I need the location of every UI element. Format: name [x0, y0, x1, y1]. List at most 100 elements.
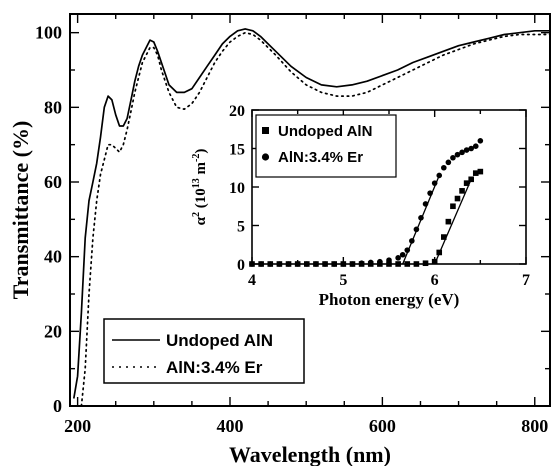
- inset-legend-square-marker: [262, 127, 269, 134]
- inset-point-square: [404, 261, 411, 267]
- inset-point-circle: [377, 258, 383, 265]
- main-series-line-1: [80, 31, 551, 407]
- inset-point-circle: [468, 145, 475, 152]
- inset-point-circle: [418, 215, 424, 221]
- inset-point-circle: [399, 251, 406, 258]
- main-x-tick-label: 600: [369, 416, 396, 436]
- inset-point-circle: [431, 180, 438, 186]
- inset-point-square: [413, 261, 420, 267]
- inset-point-circle: [409, 238, 415, 244]
- inset-x-tick-label: 5: [339, 272, 347, 289]
- main-y-tick-label: 20: [44, 321, 62, 341]
- main-legend: Undoped AlN AlN:3.4% Er: [103, 318, 305, 384]
- main-y-axis-label: Transmittance (%): [8, 121, 33, 300]
- main-x-tick-label: 200: [64, 416, 91, 436]
- inset-point-circle: [313, 261, 319, 267]
- main-y-tick-label: 0: [53, 396, 62, 416]
- inset-y-axis-label: α2 (1013 m-2): [191, 149, 209, 226]
- inset-point-circle: [358, 260, 365, 267]
- inset-point-circle: [267, 261, 274, 267]
- inset-point-circle: [258, 261, 264, 267]
- inset-point-circle: [340, 261, 347, 267]
- inset-ylabel-sup2: 13: [191, 178, 202, 188]
- main-series-line-0: [72, 28, 550, 399]
- inset-point-circle: [294, 261, 301, 267]
- inset-point-circle: [276, 261, 283, 267]
- inset-y-tick-label: 10: [229, 180, 245, 197]
- inset-point-circle: [395, 255, 401, 261]
- inset-ticks: 4 5 6 7 0 5 10 15 20: [229, 103, 530, 289]
- inset-point-square: [472, 170, 479, 176]
- main-plot-frame: [69, 13, 551, 407]
- inset-point-square: [468, 176, 474, 183]
- inset-point-circle: [331, 261, 338, 267]
- inset-point-circle: [477, 138, 484, 144]
- inset-point-circle: [322, 261, 328, 267]
- inset-point-square: [459, 188, 465, 194]
- main-legend-label-undoped: Undoped AlN: [166, 331, 273, 350]
- inset-point-circle: [472, 143, 479, 149]
- inset-legend-circle-marker: [261, 153, 270, 161]
- main-x-axis-label: Wavelength (nm): [229, 442, 391, 466]
- inset-ylabel-sup1: 2: [191, 212, 202, 217]
- inset-point-circle: [436, 172, 443, 179]
- inset-ylabel-base: α: [193, 216, 209, 225]
- main-series: [72, 28, 551, 407]
- inset-point-circle: [454, 151, 461, 158]
- main-legend-label-er: AlN:3.4% Er: [166, 358, 263, 377]
- inset-point-circle: [367, 259, 374, 266]
- inset-point-circle: [404, 247, 411, 253]
- main-y-tick-label: 80: [44, 97, 62, 117]
- inset-point-circle: [249, 261, 255, 267]
- inset-legend-label-undoped: Undoped AlN: [278, 123, 372, 140]
- inset-x-tick-label: 6: [431, 272, 439, 289]
- inset-point-square: [386, 261, 392, 267]
- inset-ylabel-unit: m: [193, 161, 209, 178]
- main-y-tick-label: 40: [44, 247, 62, 267]
- inset-point-square: [441, 234, 447, 240]
- main-x-tick-label: 800: [521, 416, 548, 436]
- inset-legend: Undoped AlN AlN:3.4% Er: [255, 114, 397, 178]
- inset-ylabel-sup3: -2: [191, 154, 202, 162]
- inset-point-square: [431, 258, 438, 265]
- inset-point-circle: [349, 261, 356, 267]
- main-legend-box: [103, 318, 305, 384]
- inset-legend-box: [255, 114, 397, 178]
- main-x-tick-label: 400: [217, 416, 244, 436]
- main-y-tick-label: 60: [44, 172, 62, 192]
- inset-series: [249, 138, 484, 267]
- inset-y-tick-label: 0: [237, 257, 245, 274]
- inset-point-square: [477, 168, 484, 175]
- inset-point-square: [436, 249, 443, 256]
- inset-point-square: [395, 261, 401, 267]
- inset-point-square: [422, 260, 429, 267]
- inset-point-circle: [304, 261, 310, 267]
- inset-point-circle: [427, 190, 433, 196]
- inset-ylabel-close: ): [193, 149, 209, 154]
- inset-point-square: [450, 203, 456, 210]
- main-y-tick-label: 100: [35, 23, 62, 43]
- inset-point-circle: [450, 154, 456, 161]
- inset-point-circle: [459, 149, 465, 156]
- inset-point-circle: [463, 147, 470, 153]
- inset-y-tick-label: 20: [229, 103, 245, 120]
- inset-point-circle: [422, 201, 429, 207]
- inset-legend-label-er: AlN:3.4% Er: [278, 149, 363, 166]
- inset-x-tick-label: 4: [248, 272, 256, 289]
- inset-point-circle: [285, 261, 292, 267]
- inset-point-circle: [386, 257, 392, 263]
- inset-ylabel-open: (10: [193, 188, 209, 212]
- inset-y-tick-label: 15: [229, 142, 245, 159]
- inset-y-tick-label: 5: [237, 219, 245, 236]
- inset-x-axis-label: Photon energy (eV): [319, 290, 460, 309]
- inset-point-square: [454, 195, 461, 202]
- inset-point-circle: [441, 164, 447, 171]
- inset-point-square: [445, 218, 452, 225]
- inset-point-circle: [413, 226, 420, 233]
- inset-x-tick-label: 7: [522, 272, 530, 289]
- inset-point-square: [463, 180, 470, 186]
- inset-point-circle: [445, 159, 452, 166]
